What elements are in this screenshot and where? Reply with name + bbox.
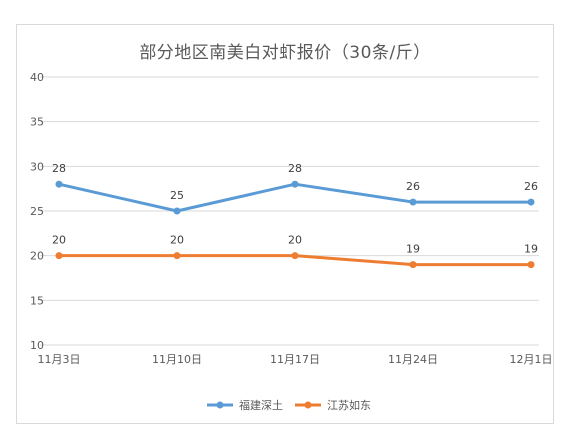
data-label: 26 (524, 180, 538, 193)
data-point (409, 261, 417, 269)
data-point (55, 180, 63, 188)
data-label: 19 (406, 243, 420, 256)
data-label: 19 (524, 243, 538, 256)
data-point (291, 180, 299, 188)
data-label: 26 (406, 180, 420, 193)
data-point (527, 261, 535, 269)
data-point (409, 198, 417, 206)
data-point (173, 252, 181, 260)
chart-frame (16, 24, 554, 424)
y-tick-label: 20 (30, 250, 44, 263)
chart-title: 部分地区南美白对虾报价（30条/斤） (139, 43, 431, 63)
x-tick-label: 11月3日 (38, 353, 81, 366)
data-point (527, 198, 535, 206)
legend-swatch-marker (304, 401, 312, 409)
data-label: 28 (288, 162, 302, 175)
x-tick-label: 11月24日 (388, 353, 438, 366)
legend-swatch-marker (216, 401, 224, 409)
y-tick-label: 15 (30, 294, 44, 307)
legend-label-2: 江苏如东 (327, 398, 371, 412)
data-label: 20 (170, 234, 184, 247)
x-tick-label: 12月1日 (510, 353, 553, 366)
data-label: 20 (52, 234, 66, 247)
y-tick-label: 25 (30, 205, 44, 218)
data-label: 28 (52, 162, 66, 175)
x-tick-label: 11月17日 (270, 353, 320, 366)
data-point (55, 252, 63, 260)
data-point (291, 252, 299, 260)
y-tick-label: 40 (30, 71, 44, 84)
y-tick-label: 10 (30, 339, 44, 352)
data-label: 20 (288, 234, 302, 247)
series-line-1 (58, 182, 531, 213)
data-point (173, 207, 181, 215)
y-tick-label: 30 (30, 160, 44, 173)
data-label: 25 (170, 189, 184, 202)
y-tick-label: 35 (30, 116, 44, 129)
legend-label-1: 福建深土 (239, 398, 283, 412)
x-tick-label: 11月10日 (152, 353, 202, 366)
